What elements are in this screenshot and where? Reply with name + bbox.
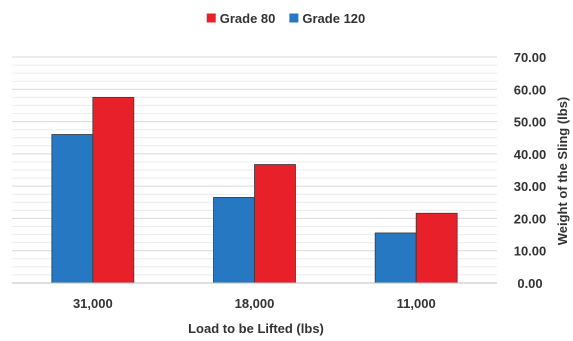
legend-swatch-grade-120 bbox=[289, 13, 299, 23]
y-axis-title: Weight of the Sling (lbs) bbox=[555, 97, 570, 246]
y-tick-label: 30.00 bbox=[514, 179, 547, 194]
y-tick-label: 0.00 bbox=[517, 276, 542, 291]
legend-label: Grade 80 bbox=[220, 11, 276, 26]
x-tick-label: 11,000 bbox=[397, 296, 436, 311]
bar-grade-120-3 bbox=[374, 232, 417, 284]
y-tick-label: 60.00 bbox=[514, 82, 547, 97]
bars bbox=[51, 96, 458, 284]
legend-label: Grade 120 bbox=[302, 11, 365, 26]
y-tick-label: 50.00 bbox=[514, 115, 547, 130]
x-tick-label: 18,000 bbox=[235, 296, 275, 311]
x-axis-title: Load to be Lifted (lbs) bbox=[188, 321, 324, 336]
bar-grade-120-1 bbox=[51, 134, 94, 284]
y-tick-label: 10.00 bbox=[514, 244, 547, 259]
y-tick-label: 20.00 bbox=[514, 211, 547, 226]
bar-grade-80-2 bbox=[254, 164, 296, 284]
legend: Grade 80 Grade 120 bbox=[206, 11, 365, 26]
x-tick-label: 31,000 bbox=[73, 296, 113, 311]
x-axis-ticks: 31,000 18,000 11,000 bbox=[73, 296, 436, 311]
bar-grade-80-1 bbox=[92, 96, 135, 284]
y-tick-label: 70.00 bbox=[514, 50, 547, 65]
legend-swatch-grade-80 bbox=[206, 13, 216, 23]
y-tick-label: 40.00 bbox=[514, 147, 547, 162]
bar-grade-120-2 bbox=[213, 197, 255, 284]
y-axis-ticks: 0.00 10.00 20.00 30.00 40.00 50.00 60.00 70.00 bbox=[514, 50, 547, 291]
bar-grade-80-3 bbox=[415, 212, 458, 284]
